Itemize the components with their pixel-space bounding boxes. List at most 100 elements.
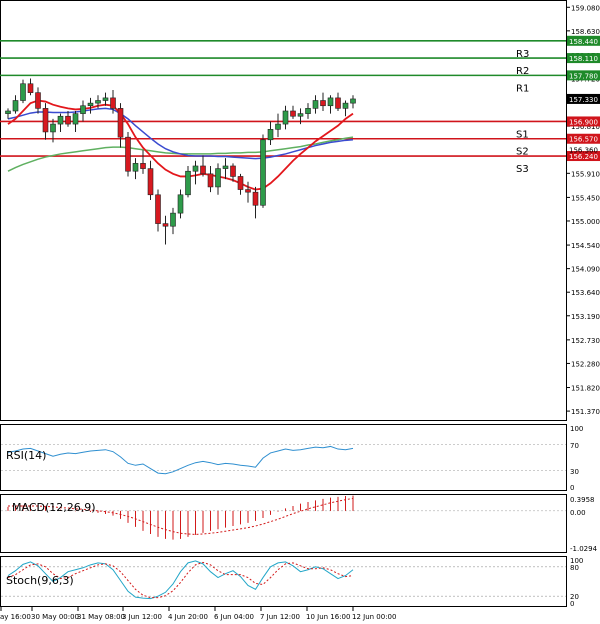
candle: [35, 87, 41, 114]
candlesticks: [5, 78, 356, 245]
ma-fast-line: [7, 99, 354, 191]
level-tag-s1-box: [567, 116, 600, 127]
stoch-tick-20: 20: [570, 593, 579, 601]
current-price-tag-text: 157.330: [569, 96, 598, 104]
candle: [65, 110, 71, 127]
stoch-tick-0: 0: [570, 600, 574, 608]
level-name-s3: S3: [516, 164, 529, 175]
price-tick-label: 158.630: [571, 28, 600, 36]
level-tag-r3-box: [567, 35, 600, 46]
candle-body: [252, 191, 259, 206]
macd-signal-line: [8, 497, 354, 535]
price-tick-label: 153.640: [571, 289, 600, 297]
candle: [297, 108, 304, 125]
candle-body: [125, 136, 131, 172]
rsi-panel-frame: [0, 424, 567, 491]
rsi-tick-30: 30: [570, 468, 579, 476]
candle: [342, 100, 349, 117]
candle: [185, 165, 191, 198]
price-tick-label: 151.370: [571, 408, 600, 416]
stoch-panel-frame: [0, 556, 567, 607]
candle-body: [342, 102, 349, 109]
candle-body: [12, 100, 19, 112]
candle: [200, 155, 206, 177]
time-tick-label: 3 Jun 12:00: [122, 613, 162, 621]
time-tick-label: 31 May 08:00: [77, 613, 125, 621]
candle-body: [222, 165, 229, 169]
candle-body: [50, 123, 56, 133]
candle-body: [282, 110, 289, 125]
candle-body: [27, 83, 34, 93]
price-tick-label: 159.080: [571, 4, 600, 12]
candle: [275, 113, 281, 138]
rsi-label: RSI(14): [6, 449, 46, 462]
candle: [27, 78, 34, 96]
candle-body: [320, 100, 326, 107]
time-tick-label: 10 Jun 16:00: [306, 613, 350, 621]
price-tick-label: 152.730: [571, 337, 600, 345]
level-tag-r1-text: 157.780: [569, 72, 598, 80]
time-tick-label: 6 Jun 04:00: [214, 613, 254, 621]
candle-body: [177, 194, 184, 214]
level-tag-s1-text: 156.900: [569, 118, 598, 126]
level-tag-s3-text: 156.240: [569, 153, 598, 161]
stoch-signal-line: [7, 561, 354, 599]
level-name-r3: R3: [516, 49, 529, 60]
candle: [290, 105, 296, 119]
candle: [80, 100, 86, 122]
candle-body: [80, 105, 86, 114]
candle-body: [207, 173, 214, 188]
macd-panel-frame: [0, 494, 567, 553]
moving-averages: [7, 99, 354, 191]
price-axis: 159.080158.630158.170157.720156.810155.9…: [566, 4, 600, 416]
candle-body: [110, 97, 116, 109]
price-tick-label: 154.540: [571, 242, 600, 250]
candle: [245, 181, 251, 203]
candle-body: [72, 113, 79, 125]
price-tick-label: 155.450: [571, 194, 600, 202]
level-tag-r2-box: [567, 53, 600, 64]
candle-body: [297, 113, 304, 117]
candle-body: [267, 129, 274, 141]
candle: [5, 108, 11, 119]
candle-body: [200, 165, 206, 175]
candle-body: [170, 212, 176, 227]
candle: [170, 207, 176, 235]
candle: [57, 113, 64, 132]
candle: [50, 118, 56, 143]
candle-body: [290, 110, 296, 117]
candle: [192, 160, 199, 185]
candle: [155, 189, 161, 232]
candle-body: [192, 165, 199, 172]
price-tags: 158.440 158.110 157.780 156.900 156.570 156.2…: [567, 35, 600, 162]
price-tick-label: 153.190: [571, 313, 600, 321]
candle: [102, 92, 109, 106]
price-tick-label: 155.000: [571, 218, 600, 226]
rsi-tick-100: 100: [570, 425, 583, 433]
candle: [20, 79, 26, 104]
level-tag-s3-box: [567, 151, 600, 162]
macd-tick-max: 0.3958: [570, 496, 595, 504]
rsi-tick-0: 0: [570, 484, 574, 492]
candle-body: [42, 108, 49, 133]
candle-body: [35, 92, 41, 109]
candle-body: [230, 165, 236, 177]
stoch-main-line: [7, 560, 354, 600]
level-tag-r1-box: [567, 70, 600, 81]
candle-body: [275, 123, 281, 130]
candle: [12, 95, 19, 114]
candle: [312, 95, 319, 114]
candle-body: [305, 108, 311, 114]
candle: [282, 105, 289, 130]
candle-body: [5, 110, 11, 114]
candle: [320, 92, 326, 111]
candle-body: [185, 170, 191, 196]
stoch-label: Stoch(9,6,3): [6, 574, 74, 587]
candle-body: [95, 100, 101, 104]
candle-body: [327, 97, 334, 107]
macd-tick-zero: 0.00: [570, 509, 586, 517]
candle: [132, 158, 139, 180]
macd-indicator: [1, 495, 566, 540]
price-tick-label: 156.810: [571, 123, 600, 131]
